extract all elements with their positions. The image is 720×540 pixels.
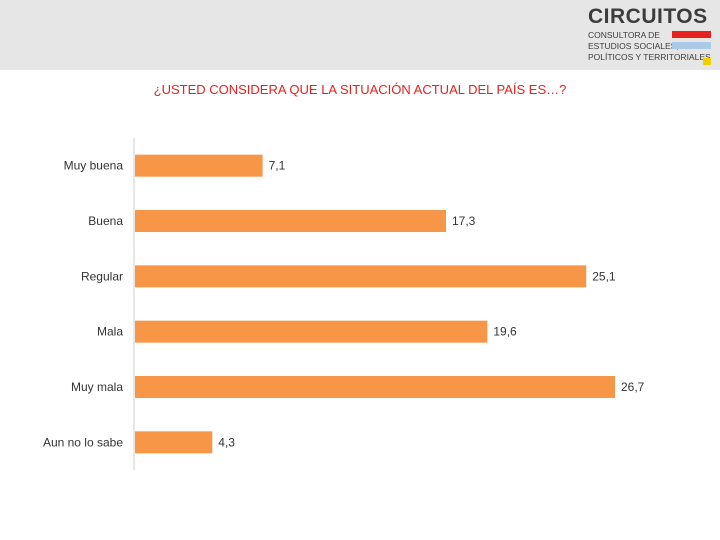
value-label: 26,7 [621, 380, 645, 394]
category-label: Aun no lo sabe [43, 435, 123, 449]
category-label: Muy buena [64, 159, 124, 173]
circuitos-logo: CIRCUITOS CONSULTORA DE ESTUDIOS SOCIALE… [588, 6, 714, 66]
value-label: 17,3 [452, 214, 476, 228]
logo-tagline-line-1: CONSULTORA DE [588, 30, 660, 40]
bar [135, 431, 213, 454]
bar [135, 265, 587, 288]
logo-tagline-line-3: POLÍTICOS Y TERRITORIALES [588, 52, 711, 62]
value-label: 7,1 [269, 159, 286, 173]
category-label: Regular [81, 269, 123, 283]
logo-name: CIRCUITOS [588, 5, 708, 28]
logo-blue-bar [672, 42, 711, 49]
bar [135, 210, 447, 232]
value-label: 19,6 [493, 325, 517, 339]
bar [135, 154, 263, 177]
logo-red-bar [672, 31, 711, 38]
bar [135, 320, 488, 343]
chart-title: ¿USTED CONSIDERA QUE LA SITUACIÓN ACTUAL… [153, 82, 567, 97]
bar [135, 376, 615, 398]
value-label: 25,1 [592, 269, 616, 283]
logo-yellow-bar [703, 58, 711, 65]
logo-tagline-line-2: ESTUDIOS SOCIALES, [588, 41, 679, 51]
category-label: Muy mala [71, 380, 123, 394]
category-label: Buena [88, 214, 123, 228]
category-label: Mala [97, 325, 123, 339]
value-label: 4,3 [218, 435, 235, 449]
header-band [0, 0, 720, 70]
